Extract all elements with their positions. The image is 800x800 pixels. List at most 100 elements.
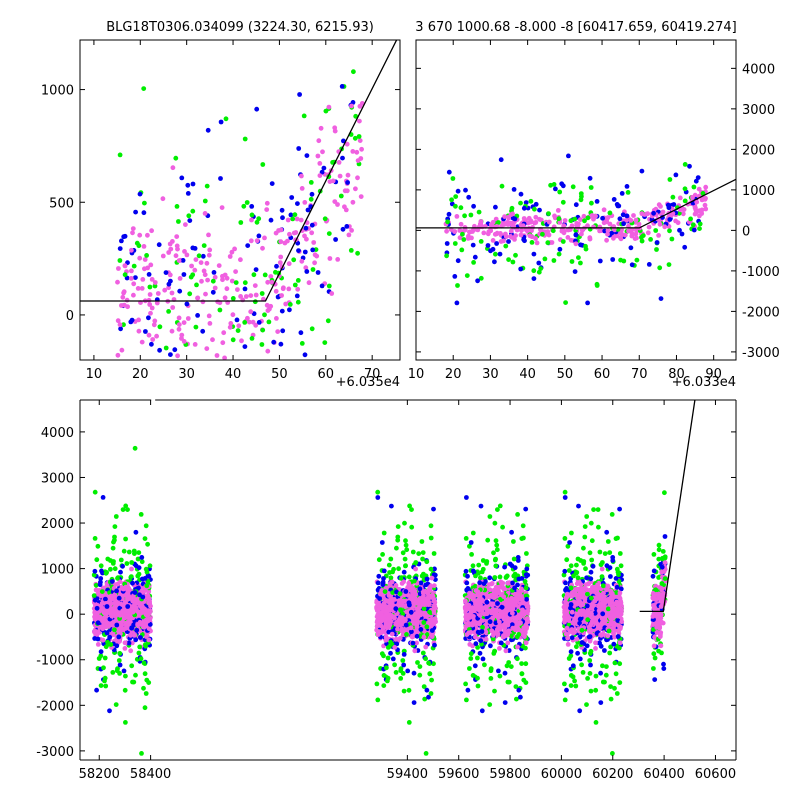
- data-point: [319, 169, 325, 175]
- y-tick-label: 2000: [742, 143, 775, 158]
- data-point: [94, 605, 100, 611]
- data-point: [405, 613, 411, 619]
- data-point: [304, 153, 310, 159]
- data-point: [387, 570, 392, 575]
- data-point: [553, 186, 558, 192]
- data-point: [359, 146, 364, 152]
- data-point: [339, 84, 345, 89]
- data-point: [248, 309, 254, 315]
- data-point: [126, 640, 132, 646]
- data-point: [123, 503, 129, 509]
- data-point: [639, 238, 645, 244]
- data-point: [287, 307, 292, 313]
- data-point: [92, 568, 98, 574]
- data-point: [487, 575, 493, 581]
- x-tick-label: 40: [519, 367, 536, 382]
- data-point: [247, 319, 252, 325]
- data-point: [145, 232, 150, 238]
- data-point: [375, 629, 381, 635]
- data-point: [176, 315, 182, 321]
- data-point: [449, 197, 454, 203]
- data-point: [121, 586, 126, 592]
- data-point: [455, 283, 460, 288]
- data-point: [259, 342, 265, 347]
- data-point: [669, 236, 675, 242]
- data-point: [458, 205, 464, 211]
- data-point: [458, 221, 464, 227]
- data-point: [119, 303, 124, 308]
- data-point: [633, 217, 639, 223]
- data-point: [118, 326, 123, 332]
- data-point: [99, 589, 105, 594]
- data-point: [511, 187, 517, 192]
- data-point: [671, 202, 677, 207]
- data-point: [144, 583, 150, 589]
- data-point: [146, 315, 151, 321]
- data-point: [268, 217, 274, 223]
- data-point: [174, 243, 180, 249]
- data-point: [229, 278, 235, 284]
- data-point: [278, 254, 284, 260]
- data-point: [394, 641, 400, 647]
- data-point: [117, 651, 123, 656]
- data-point: [493, 251, 498, 257]
- data-point: [147, 622, 153, 627]
- data-point: [280, 215, 285, 221]
- data-point: [403, 538, 408, 544]
- data-point: [470, 242, 476, 248]
- panel-top-right-points: [443, 153, 709, 306]
- data-point: [382, 603, 388, 609]
- data-point: [404, 609, 409, 615]
- data-point: [124, 297, 130, 303]
- data-point: [94, 687, 99, 693]
- data-point: [100, 570, 105, 576]
- data-point: [92, 636, 98, 641]
- data-point: [522, 238, 527, 244]
- data-point: [414, 633, 420, 639]
- data-point: [207, 247, 213, 253]
- data-point: [540, 231, 545, 237]
- data-point: [490, 238, 496, 243]
- data-point: [403, 563, 408, 569]
- data-point: [462, 227, 468, 233]
- data-point: [122, 640, 128, 646]
- data-point: [476, 209, 482, 215]
- data-point: [276, 228, 281, 233]
- data-point: [677, 227, 682, 233]
- data-point: [375, 623, 381, 628]
- data-point: [128, 319, 134, 325]
- data-point: [147, 563, 153, 569]
- x-tick-label: 60: [318, 367, 335, 382]
- data-point: [274, 316, 279, 321]
- data-point: [518, 191, 524, 197]
- data-point: [299, 341, 305, 346]
- data-point: [131, 679, 137, 685]
- data-point: [129, 560, 135, 565]
- data-point: [409, 596, 415, 602]
- data-point: [293, 230, 299, 235]
- data-point: [487, 702, 493, 707]
- data-point: [254, 238, 260, 244]
- data-point: [355, 175, 360, 181]
- data-point: [556, 216, 562, 222]
- data-point: [562, 218, 568, 223]
- data-point: [607, 210, 613, 216]
- data-point: [605, 231, 610, 237]
- data-point: [253, 292, 259, 298]
- data-point: [397, 602, 403, 608]
- data-point: [560, 183, 566, 189]
- data-point: [401, 598, 406, 604]
- data-point: [227, 324, 233, 330]
- data-point: [125, 507, 130, 512]
- data-point: [467, 229, 473, 235]
- data-point: [175, 353, 181, 359]
- y-tick-label: 0: [66, 309, 74, 324]
- data-point: [411, 633, 416, 639]
- data-point: [551, 258, 557, 263]
- data-point: [116, 634, 122, 640]
- data-point: [587, 175, 593, 181]
- data-point: [411, 670, 417, 676]
- data-point: [356, 134, 362, 139]
- data-point: [376, 557, 382, 563]
